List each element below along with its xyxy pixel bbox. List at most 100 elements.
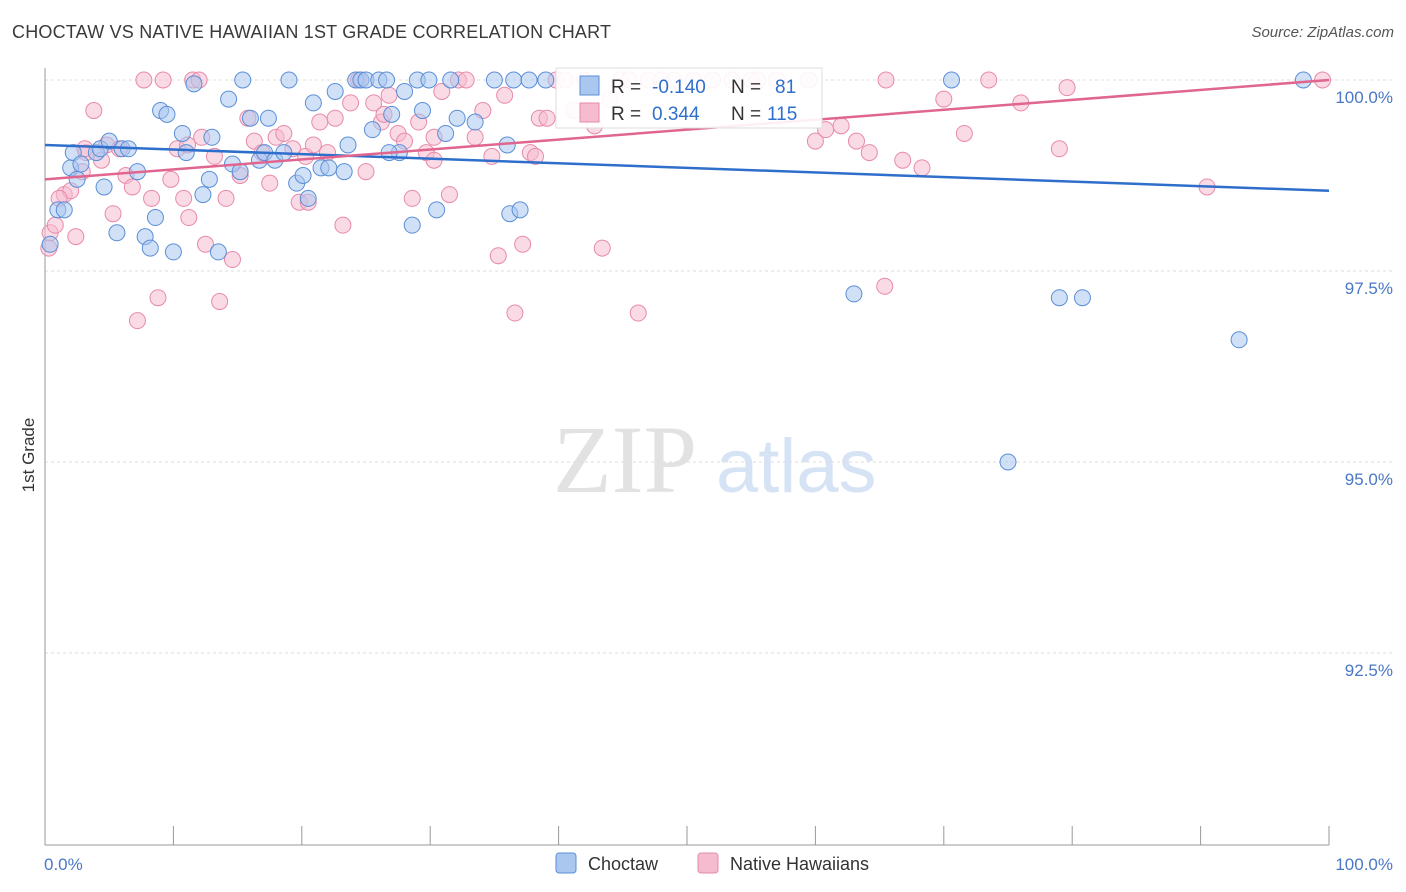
hawaiian-point [162,170,180,188]
choctaw-point [299,189,317,207]
choctaw-point [209,243,227,261]
choctaw-point [72,155,90,173]
y-tick-label: 97.5% [1345,279,1393,298]
choctaw-point [383,105,401,123]
choctaw-r-label: R = [611,77,641,98]
watermark: ZIP atlas [553,406,877,513]
y-tick-label: 92.5% [1345,661,1393,680]
choctaw-point [158,105,176,123]
bottom-legend-choctaw: Choctaw [588,854,659,874]
choctaw-n-value: 81 [775,77,796,98]
hawaiian-n-value: 115 [767,104,797,125]
choctaw-point [505,71,523,89]
hawaiian-point [629,304,647,322]
choctaw-point [448,109,466,127]
choctaw-point [100,132,118,150]
hawaiian-point [357,163,375,181]
hawaiian-point [433,82,451,100]
choctaw-point [413,102,431,120]
hawaiian-point [457,71,475,89]
hawaiian-point [342,94,360,112]
choctaw-trend-line [44,143,1330,193]
hawaiian-point [403,189,421,207]
choctaw-point [845,285,863,303]
choctaw-point [1050,289,1068,307]
x-tick-label-min: 0.0% [44,855,83,874]
y-tick-label: 95.0% [1345,470,1393,489]
choctaw-point [466,113,484,131]
choctaw-point [177,144,195,162]
hawaiian-point [894,151,912,169]
hawaiian-point [1050,140,1068,158]
choctaw-point [203,128,221,146]
choctaw-point [1230,331,1248,349]
gridlines [45,79,1395,654]
hawaiian-point [489,247,507,265]
hawaiian-point [180,209,198,227]
hawaiian-n-label: N = [731,104,761,125]
hawaiian-point [123,178,141,196]
hawaiian-point [847,132,865,150]
hawaiian-point [506,304,524,322]
hawaiian-point [466,128,484,146]
hawaiian-point [135,71,153,89]
choctaw-point [173,124,191,142]
choctaw-point [280,71,298,89]
hawaiian-point [154,71,172,89]
hawaiian-point [935,90,953,108]
hawaiian-point [334,216,352,234]
choctaw-point [396,82,414,100]
choctaw-point [259,109,277,127]
hawaiian-r-label: R = [611,104,641,125]
choctaw-point [194,186,212,204]
hawaiian-point [860,144,878,162]
hawaiian-point [832,117,850,135]
hawaiian-point [526,147,544,165]
watermark-zip: ZIP [553,406,697,513]
choctaw-point [164,243,182,261]
hawaiian-point [205,147,223,165]
hawaiian-point [1058,79,1076,97]
hawaiian-point [913,159,931,177]
choctaw-point [234,71,252,89]
choctaw-point [437,124,455,142]
choctaw-point [185,75,203,93]
choctaw-point [428,201,446,219]
hawaiian-point [365,94,383,112]
y-axis-title: 1st Grade [19,418,38,493]
choctaw-point [1294,71,1312,89]
choctaw-point [339,136,357,154]
choctaw-point [485,71,503,89]
hawaiian-point [149,289,167,307]
choctaw-point [231,163,249,181]
chart-title: CHOCTAW VS NATIVE HAWAIIAN 1ST GRADE COR… [12,22,612,42]
choctaw-point [999,453,1017,471]
hawaiian-point [211,293,229,311]
watermark-atlas: atlas [716,424,877,509]
x-tick-labels: 0.0% 100.0% [44,855,1393,874]
hawaiian-point [538,109,556,127]
choctaw-point [1073,289,1091,307]
hawaiian-point [175,189,193,207]
hawaiian-point [261,174,279,192]
choctaw-r-value: -0.140 [652,77,706,98]
choctaw-point [378,71,396,89]
choctaw-point [141,239,159,257]
bottom-legend-hawaiian: Native Hawaiians [730,854,869,874]
choctaw-point [55,201,73,219]
choctaw-point [520,71,538,89]
hawaiian-point [46,216,64,234]
choctaw-point [511,201,529,219]
hawaiian-point [197,235,214,253]
hawaiian-point [440,186,458,204]
choctaw-point [363,121,381,139]
choctaw-point [95,178,113,196]
hawaiian-point [311,113,329,131]
stats-legend: R = -0.140 N = 81 R = 0.344 N = 115 [555,67,823,129]
hawaiian-point [877,71,895,89]
choctaw-swatch [579,75,600,96]
choctaw-point [146,209,164,227]
hawaiian-point [514,235,532,253]
choctaw-point [68,170,86,188]
